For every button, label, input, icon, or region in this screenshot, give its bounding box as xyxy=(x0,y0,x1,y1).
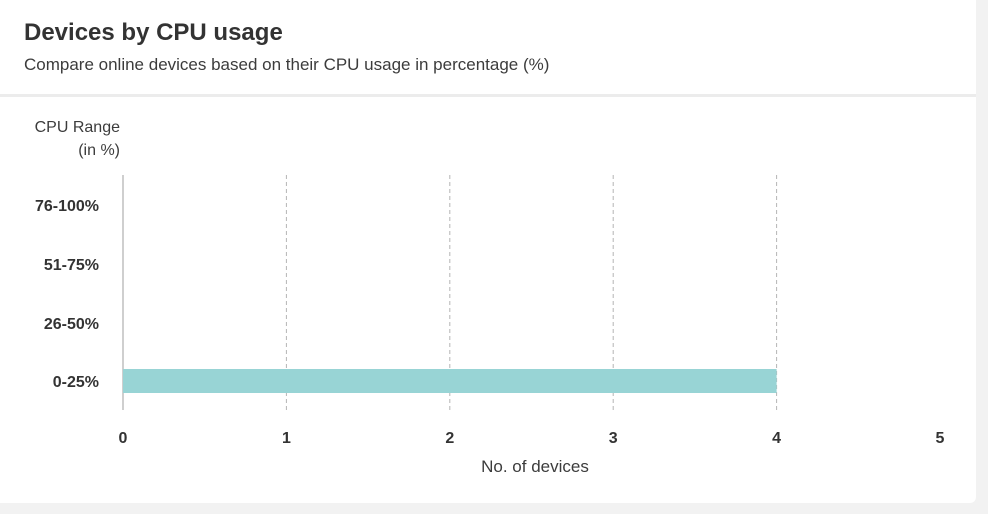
x-tick-label: 4 xyxy=(772,430,781,447)
x-tick-label: 0 xyxy=(119,430,128,447)
cpu-usage-bar-chart: 76-100% 51-75% 26-50% 0-25% 0 1 2 3 4 5 No. of dev… xyxy=(35,175,945,476)
y-tick-label: 0-25% xyxy=(53,374,99,391)
y-tick-label: 76-100% xyxy=(35,198,99,215)
x-tick-label: 2 xyxy=(445,430,454,447)
x-tick-label: 3 xyxy=(609,430,618,447)
cpu-usage-card: Devices by CPU usage Compare online devi… xyxy=(0,0,976,503)
card-header: Devices by CPU usage Compare online devi… xyxy=(0,0,976,97)
card-subtitle: Compare online devices based on their CP… xyxy=(24,55,550,74)
x-axis-label: No. of devices xyxy=(481,457,589,476)
y-tick-label: 51-75% xyxy=(44,257,99,274)
y-axis-label-line-2: (in %) xyxy=(78,142,120,159)
x-tick-label: 1 xyxy=(282,430,291,447)
y-axis-label-line-1: CPU Range xyxy=(34,119,120,136)
y-tick-label: 26-50% xyxy=(44,316,99,333)
bar-0-25% xyxy=(123,369,777,393)
card-title: Devices by CPU usage xyxy=(24,19,283,46)
x-tick-label: 5 xyxy=(936,430,945,447)
